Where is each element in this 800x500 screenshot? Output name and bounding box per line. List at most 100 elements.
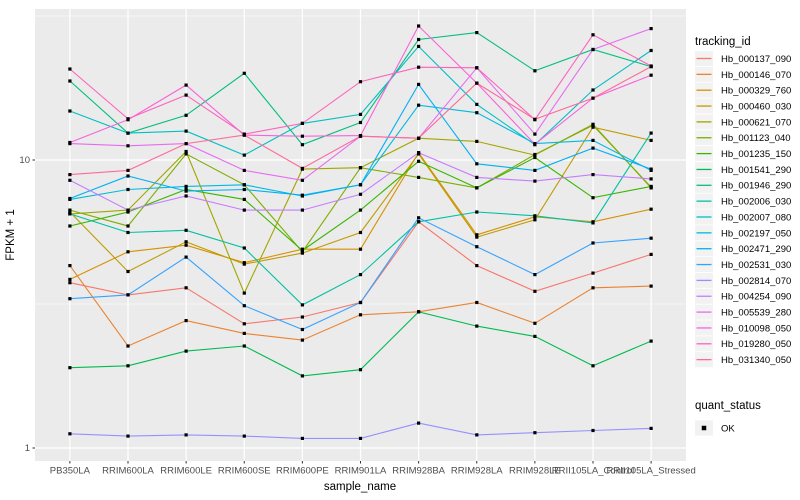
data-point-Hb_001235_150 [126,210,130,214]
data-point-Hb_010098_050 [184,83,188,87]
data-point-Hb_019280_050 [300,121,304,125]
data-point-Hb_001541_290 [300,374,304,378]
y-tick-label: 10 [19,155,30,166]
legend-item-label: Hb_001123_040 [721,133,791,144]
data-point-Hb_002531_030 [417,216,421,220]
data-point-Hb_001235_150 [358,208,363,212]
data-point-Hb_002814_070 [475,433,479,437]
legend-item-label: Hb_001946_290 [721,181,791,192]
data-point-Hb_019280_050 [126,117,130,121]
data-point-Hb_005539_280 [591,47,595,52]
data-point-Hb_001541_290 [242,344,246,348]
legend-title-tracking-id: tracking_id [695,36,751,48]
data-point-Hb_002006_030 [533,214,537,218]
x-tick-label: RRIM928LA [451,466,503,477]
data-point-Hb_002814_070 [184,433,188,437]
x-tick-label: RRII105LA_Control [552,466,634,477]
data-point-Hb_010098_050 [649,73,653,77]
data-point-Hb_001123_040 [533,152,537,157]
data-point-Hb_001123_040 [68,208,72,212]
data-point-Hb_002007_080 [126,131,130,135]
legend-item-label: Hb_005539_280 [721,308,791,319]
data-point-Hb_002531_030 [126,293,130,297]
data-point-Hb_010098_050 [68,140,72,145]
data-point-Hb_000137_090 [533,289,537,293]
data-point-Hb_000146_070 [475,300,479,305]
data-point-Hb_002006_030 [358,273,363,277]
data-point-Hb_031340_050 [68,173,72,177]
legend-item-label: Hb_002814_070 [721,276,791,287]
data-point-Hb_000329_760 [358,247,363,251]
legend-item-label: Hb_000621_070 [721,117,791,128]
data-point-Hb_002007_080 [242,153,246,157]
data-point-Hb_002531_030 [358,300,363,305]
data-point-Hb_002471_290 [242,187,246,192]
data-point-Hb_031340_050 [475,81,479,85]
data-point-Hb_002471_290 [591,146,595,150]
data-point-Hb_031340_050 [126,168,130,172]
data-point-Hb_004254_090 [417,151,421,155]
data-point-Hb_002814_070 [417,421,421,425]
data-point-Hb_002471_290 [300,193,304,197]
data-point-Hb_001123_040 [184,152,188,156]
legend-item-label: Hb_002197_050 [721,228,791,239]
data-point-Hb_002531_030 [300,327,304,332]
legend-item-label: Hb_001541_290 [721,165,791,176]
data-point-Hb_001946_290 [417,37,421,42]
x-tick-label: RRII105LA_Stressed [607,466,696,477]
data-point-Hb_000146_070 [242,331,246,335]
data-point-Hb_002007_080 [649,48,653,53]
x-tick-label: RRIM600PE [276,466,329,477]
data-point-Hb_002814_070 [126,434,130,438]
data-point-Hb_002006_030 [475,210,479,214]
data-point-Hb_002006_030 [417,220,421,224]
legend-item-label: Hb_002471_290 [721,244,791,255]
legend-item-label: Hb_000146_070 [721,70,791,81]
data-point-Hb_002531_030 [242,304,246,308]
data-point-Hb_002471_290 [68,196,72,201]
legend-item-label: Hb_000329_760 [721,86,791,97]
data-point-Hb_001541_290 [533,334,537,338]
data-point-Hb_001946_290 [184,113,188,117]
data-point-Hb_004254_090 [300,208,304,212]
data-point-Hb_000146_070 [68,264,72,268]
legend-item-label: Hb_002531_030 [721,260,791,271]
data-point-Hb_031340_050 [300,166,304,170]
data-point-Hb_001541_290 [68,366,72,370]
data-point-Hb_004254_090 [649,177,653,181]
data-point-Hb_001235_150 [475,186,479,190]
data-point-Hb_000329_760 [475,233,479,237]
data-point-Hb_000329_760 [649,207,653,211]
data-point-Hb_001946_290 [300,143,304,147]
data-point-Hb_001541_290 [591,364,595,368]
data-point-Hb_002814_070 [242,434,246,438]
data-point-Hb_031340_050 [533,117,537,121]
data-point-Hb_000137_090 [649,252,653,256]
x-tick-label: RRIM600LA [102,466,154,477]
data-point-Hb_000146_070 [591,286,595,290]
data-point-Hb_001946_290 [533,69,537,73]
data-point-Hb_002006_030 [126,230,130,235]
data-point-Hb_004254_090 [533,179,537,183]
data-point-Hb_010098_050 [417,24,421,28]
data-point-Hb_001946_290 [358,120,363,125]
data-point-Hb_001235_150 [417,159,421,163]
data-point-Hb_000146_070 [358,313,363,317]
data-point-Hb_000137_090 [591,271,595,275]
data-point-Hb_001235_150 [649,184,653,188]
data-point-Hb_002007_080 [358,112,363,116]
data-point-Hb_004254_090 [184,194,188,198]
data-point-Hb_002814_070 [649,426,653,430]
x-axis-title: sample_name [324,481,396,493]
data-point-Hb_004254_090 [126,208,130,212]
x-tick-label: RRIM600SE [218,466,271,477]
data-point-Hb_000329_760 [184,243,188,247]
data-point-Hb_001235_150 [68,224,72,228]
data-point-Hb_004254_090 [591,173,595,177]
data-point-Hb_000146_070 [300,338,304,342]
data-point-Hb_031340_050 [184,142,188,146]
data-point-Hb_031340_050 [591,96,595,100]
data-point-Hb_001946_290 [475,31,479,35]
